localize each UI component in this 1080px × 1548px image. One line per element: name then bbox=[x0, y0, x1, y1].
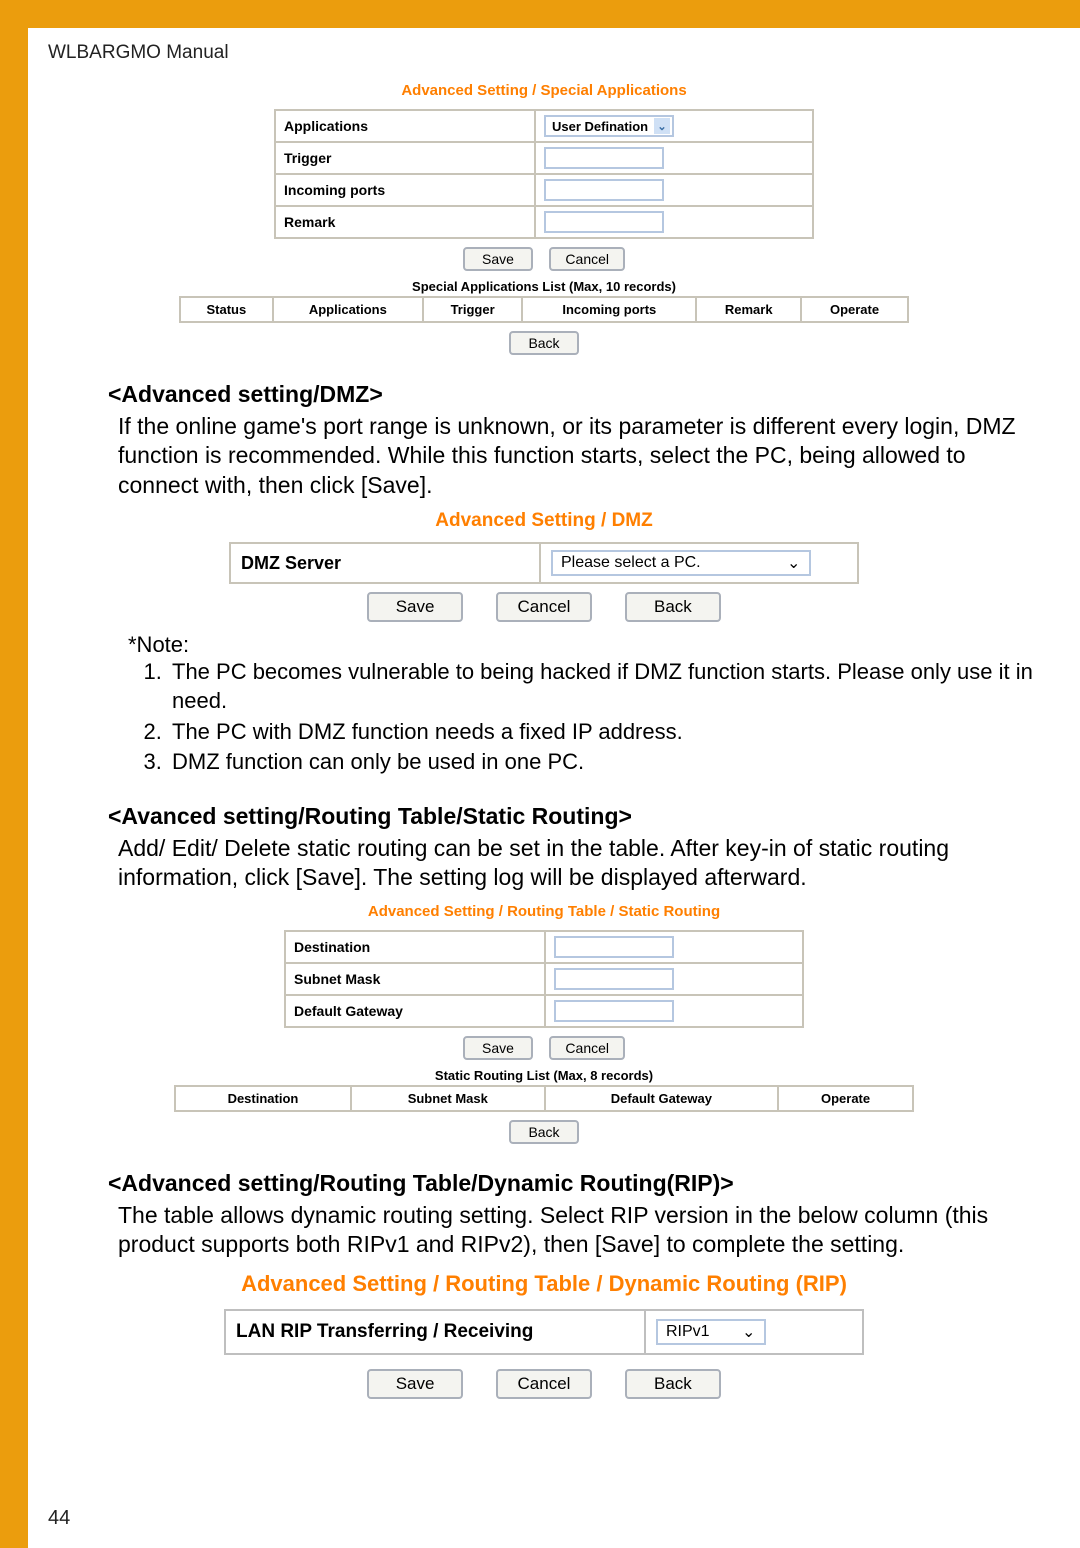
cancel-button[interactable]: Cancel bbox=[549, 247, 625, 271]
back-button[interactable]: Back bbox=[625, 592, 721, 622]
rip-select-cell: RIPv1 ⌄ bbox=[645, 1310, 863, 1354]
dmz-body: If the online game's port range is unkno… bbox=[118, 412, 1020, 500]
special-apps-list: Status Applications Trigger Incoming por… bbox=[179, 296, 909, 323]
static-routing-list: Destination Subnet Mask Default Gateway … bbox=[174, 1085, 914, 1112]
incoming-input[interactable] bbox=[544, 179, 664, 201]
dmz-select-placeholder: Please select a PC. bbox=[561, 554, 701, 572]
chevron-down-icon: ⌄ bbox=[787, 553, 807, 573]
cancel-button[interactable]: Cancel bbox=[496, 1369, 593, 1399]
save-button[interactable]: Save bbox=[367, 1369, 463, 1399]
dmz-row-label: DMZ Server bbox=[230, 543, 540, 583]
applications-select[interactable]: User Defination ⌄ bbox=[544, 115, 674, 137]
static-routing-list-caption: Static Routing List (Max, 8 records) bbox=[48, 1068, 1040, 1083]
dmz-select-cell: Please select a PC. ⌄ bbox=[540, 543, 858, 583]
gw-input[interactable] bbox=[554, 1000, 674, 1022]
cancel-button[interactable]: Cancel bbox=[549, 1036, 625, 1060]
note-3: DMZ function can only be used in one PC. bbox=[168, 748, 1040, 777]
static-routing-body: Add/ Edit/ Delete static routing can be … bbox=[118, 834, 1020, 893]
col-remark: Remark bbox=[696, 297, 801, 322]
col-dest: Destination bbox=[175, 1086, 351, 1111]
col-status: Status bbox=[180, 297, 273, 322]
applications-select-value: User Defination bbox=[552, 119, 648, 134]
dmz-notes: The PC becomes vulnerable to being hacke… bbox=[168, 658, 1040, 776]
dmz-table: DMZ Server Please select a PC. ⌄ bbox=[229, 542, 859, 584]
rip-row-label: LAN RIP Transferring / Receiving bbox=[225, 1310, 645, 1354]
save-button[interactable]: Save bbox=[367, 592, 463, 622]
label-incoming: Incoming ports bbox=[275, 174, 535, 206]
label-mask: Subnet Mask bbox=[285, 963, 545, 995]
special-apps-list-caption: Special Applications List (Max, 10 recor… bbox=[48, 279, 1040, 294]
col-mask: Subnet Mask bbox=[351, 1086, 545, 1111]
rip-heading: <Advanced setting/Routing Table/Dynamic … bbox=[108, 1170, 1040, 1197]
label-applications: Applications bbox=[275, 110, 535, 142]
rip-select[interactable]: RIPv1 ⌄ bbox=[656, 1319, 766, 1345]
note-label: *Note: bbox=[128, 632, 1040, 658]
rip-title: Advanced Setting / Routing Table / Dynam… bbox=[48, 1271, 1040, 1297]
note-2: The PC with DMZ function needs a fixed I… bbox=[168, 718, 1040, 747]
special-apps-form: Applications User Defination ⌄ Trigger I… bbox=[274, 109, 814, 239]
save-button[interactable]: Save bbox=[463, 247, 533, 271]
dmz-select[interactable]: Please select a PC. ⌄ bbox=[551, 550, 811, 576]
cell-applications-select: User Defination ⌄ bbox=[535, 110, 813, 142]
dmz-title: Advanced Setting / DMZ bbox=[48, 510, 1040, 532]
chevron-down-icon: ⌄ bbox=[742, 1322, 762, 1342]
dmz-heading: <Advanced setting/DMZ> bbox=[108, 381, 1040, 408]
manual-title: WLBARGMO Manual bbox=[48, 42, 1040, 64]
rip-select-value: RIPv1 bbox=[666, 1323, 710, 1341]
chevron-down-icon: ⌄ bbox=[654, 118, 670, 134]
remark-input[interactable] bbox=[544, 211, 664, 233]
save-button[interactable]: Save bbox=[463, 1036, 533, 1060]
static-routing-form: Destination Subnet Mask Default Gateway bbox=[284, 930, 804, 1028]
static-routing-title: Advanced Setting / Routing Table / Stati… bbox=[48, 903, 1040, 920]
rip-table: LAN RIP Transferring / Receiving RIPv1 ⌄ bbox=[224, 1309, 864, 1355]
col-incoming: Incoming ports bbox=[522, 297, 696, 322]
cancel-button[interactable]: Cancel bbox=[496, 592, 593, 622]
mask-input[interactable] bbox=[554, 968, 674, 990]
trigger-input[interactable] bbox=[544, 147, 664, 169]
col-trigger: Trigger bbox=[423, 297, 522, 322]
back-button[interactable]: Back bbox=[625, 1369, 721, 1399]
col-operate: Operate bbox=[801, 297, 908, 322]
special-apps-title: Advanced Setting / Special Applications bbox=[48, 82, 1040, 99]
special-apps-block: Advanced Setting / Special Applications … bbox=[48, 82, 1040, 355]
page-number: 44 bbox=[48, 1507, 70, 1530]
col-op: Operate bbox=[778, 1086, 913, 1111]
note-1: The PC becomes vulnerable to being hacke… bbox=[168, 658, 1040, 715]
col-gw: Default Gateway bbox=[545, 1086, 778, 1111]
static-routing-heading: <Avanced setting/Routing Table/Static Ro… bbox=[108, 803, 1040, 830]
label-dest: Destination bbox=[285, 931, 545, 963]
back-button[interactable]: Back bbox=[509, 1120, 579, 1144]
back-button[interactable]: Back bbox=[509, 331, 579, 355]
dest-input[interactable] bbox=[554, 936, 674, 958]
label-gw: Default Gateway bbox=[285, 995, 545, 1027]
col-apps: Applications bbox=[273, 297, 423, 322]
rip-body: The table allows dynamic routing setting… bbox=[118, 1201, 1020, 1260]
label-remark: Remark bbox=[275, 206, 535, 238]
label-trigger: Trigger bbox=[275, 142, 535, 174]
